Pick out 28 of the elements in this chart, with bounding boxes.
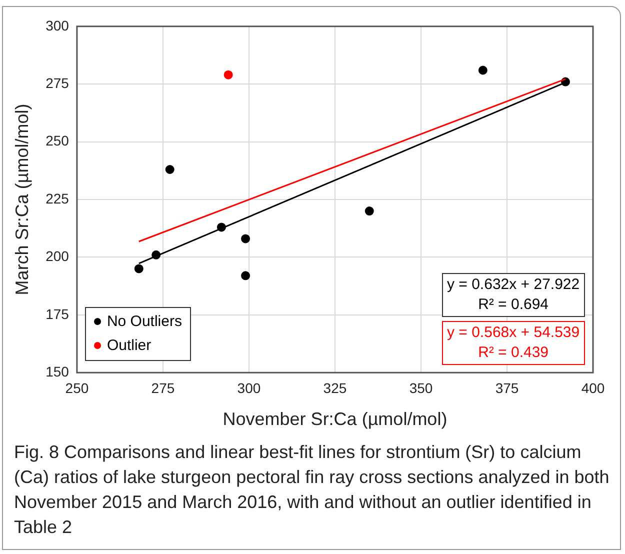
y-tick-label: 175 — [46, 306, 70, 322]
point — [241, 271, 250, 280]
x-tick-label: 375 — [495, 380, 519, 396]
y-tick-label: 200 — [46, 248, 70, 264]
y-tick-label: 225 — [46, 190, 70, 206]
x-tick-label: 275 — [151, 380, 175, 396]
annotation: y = 0.632x + 27.922 R² = 0.694 — [442, 272, 585, 317]
y-tick-label: 300 — [46, 17, 70, 34]
legend-label: No Outliers — [106, 312, 182, 332]
x-tick-label: 250 — [65, 380, 89, 396]
point — [165, 164, 174, 174]
y-tick-label: 275 — [46, 74, 70, 91]
point — [224, 70, 233, 80]
point — [134, 264, 144, 274]
annotation: y = 0.568x + 54.539 R² = 0.439 — [442, 320, 585, 365]
y-axis-title: March Sr:Ca (µmol/mol) — [12, 104, 32, 296]
x-tick-label: 325 — [323, 380, 347, 396]
caption: Fig. 8 Comparisons and linear best-fit lines for strontium (Sr) to calcium (Ca) ratios of lake sturgeon pectoral fin ray cross sections analyzed in both November 2015 and March 2016, with and without an outlier identified in Table 2 — [14, 441, 610, 539]
y-tick-label: 150 — [46, 363, 70, 380]
point — [478, 66, 488, 75]
x-tick-label: 350 — [409, 380, 433, 396]
x-tick-label: 300 — [237, 380, 261, 396]
y-tick-label: 250 — [46, 132, 70, 149]
x-axis-title: November Sr:Ca (µmol/mol) — [222, 409, 448, 430]
x-tick-label: 400 — [581, 380, 605, 396]
point — [241, 234, 250, 244]
legend-label: Outlier — [106, 336, 152, 356]
point — [364, 206, 374, 216]
